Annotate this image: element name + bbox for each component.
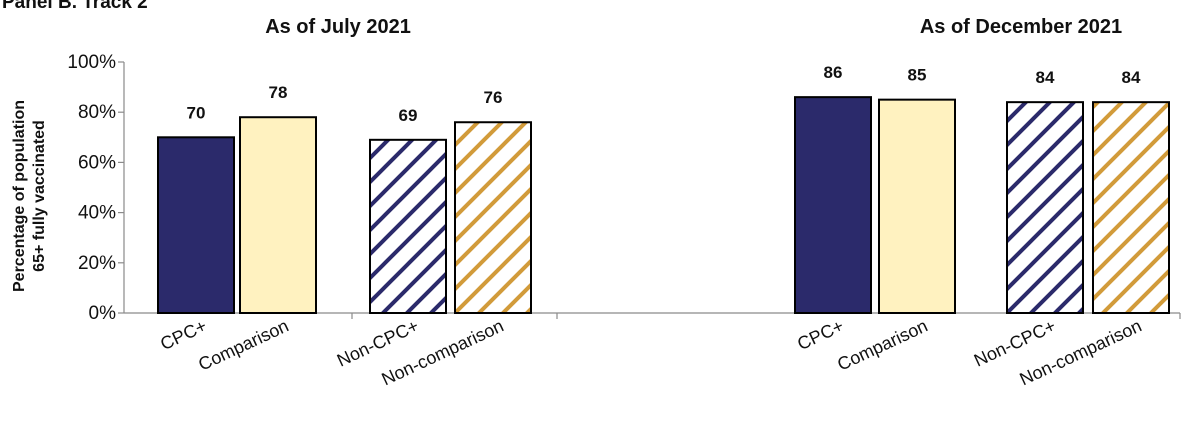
y-tick-label: 80% xyxy=(78,102,116,123)
y-axis-ticks: 0% 20% 40% 60% 80% 100% xyxy=(67,52,124,324)
y-axis-label-line-1: Percentage of population xyxy=(11,100,28,292)
bar-value-label: 84 xyxy=(1036,68,1055,87)
bar xyxy=(1092,101,1170,314)
y-tick-label: 100% xyxy=(67,52,116,73)
group-title: As of July 2021 xyxy=(265,16,411,38)
bar xyxy=(878,98,956,315)
bar xyxy=(239,116,317,314)
bar xyxy=(369,138,447,314)
bar-value-label: 69 xyxy=(399,106,418,125)
y-axis-label-line-2: 65+ fully vaccinated xyxy=(31,120,48,272)
category-label: Comparison xyxy=(195,315,291,374)
bar-group: As of December 202186CPC+85Comparison84N… xyxy=(794,16,1181,389)
bar-group: As of July 202170CPC+78Comparison69Non-C… xyxy=(157,16,558,389)
category-label: Comparison xyxy=(834,315,930,374)
bar-value-label: 78 xyxy=(269,83,288,102)
y-tick-label: 60% xyxy=(78,152,116,173)
bar-groups: As of July 202170CPC+78Comparison69Non-C… xyxy=(157,16,1181,389)
category-label: CPC+ xyxy=(794,315,846,354)
y-tick-label: 20% xyxy=(78,253,116,274)
y-tick-label: 40% xyxy=(78,203,116,224)
bar xyxy=(794,96,872,314)
category-label: CPC+ xyxy=(157,315,209,354)
y-tick-label: 0% xyxy=(89,303,117,324)
group-title: As of December 2021 xyxy=(920,16,1122,38)
bar-value-label: 70 xyxy=(187,103,206,122)
bar-value-label: 76 xyxy=(484,88,503,107)
bar-value-label: 84 xyxy=(1122,68,1141,87)
bar xyxy=(1006,101,1084,314)
bar-value-label: 86 xyxy=(824,63,843,82)
bar xyxy=(157,136,235,314)
panel-title: Panel B. Track 2 xyxy=(2,0,148,13)
bar xyxy=(454,121,532,314)
bar-value-label: 85 xyxy=(908,66,927,85)
